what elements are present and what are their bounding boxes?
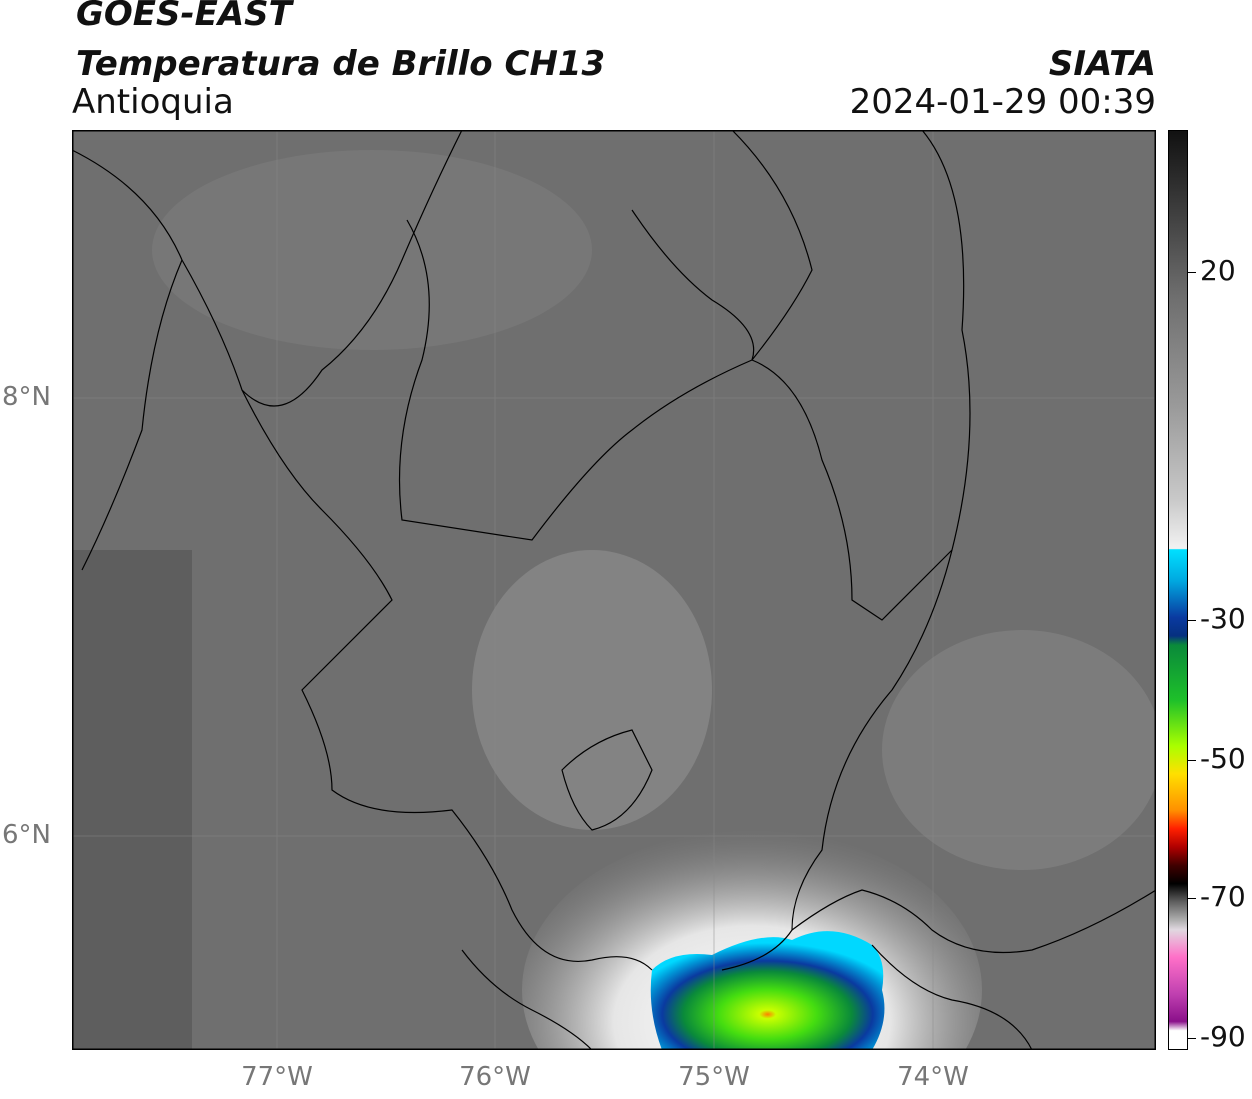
grid-lines	[72, 130, 1156, 1050]
brand-label: SIATA	[1048, 44, 1156, 84]
cloud-east-patch	[882, 630, 1156, 870]
cb-tick-minus70	[1188, 898, 1196, 899]
lon-label-76w: 76°W	[459, 1062, 531, 1092]
cb-label-20: 20	[1200, 254, 1236, 287]
lat-label-6n: 6°N	[2, 820, 51, 850]
lon-label-77w: 77°W	[241, 1062, 313, 1092]
cloud-bright-patch	[472, 550, 712, 830]
boundary-lines	[72, 130, 1156, 1050]
colorbar	[1168, 130, 1188, 1050]
satellite-map	[72, 130, 1156, 1050]
lon-label-74w: 74°W	[897, 1062, 969, 1092]
region-title: Antioquia	[72, 82, 234, 122]
cb-tick-minus50	[1188, 760, 1196, 761]
cb-tick-20	[1188, 272, 1196, 273]
cb-tick-minus30	[1188, 620, 1196, 621]
product-title: Temperatura de Brillo CH13	[76, 44, 606, 84]
satellite-title: GOES-EAST	[76, 0, 292, 34]
timestamp-label: 2024-01-29 00:39	[849, 82, 1156, 122]
western-sea	[72, 550, 192, 1050]
cb-label-minus50: -50	[1200, 742, 1246, 775]
cb-tick-minus90	[1188, 1038, 1196, 1039]
storm-cell	[650, 931, 885, 1050]
cloud-north-patch	[152, 150, 592, 350]
map-frame	[72, 130, 1156, 1050]
lon-label-75w: 75°W	[678, 1062, 750, 1092]
lat-label-8n: 8°N	[2, 382, 51, 412]
cb-label-minus90: -90	[1200, 1020, 1246, 1053]
cb-label-minus70: -70	[1200, 880, 1246, 913]
cb-label-minus30: -30	[1200, 602, 1246, 635]
